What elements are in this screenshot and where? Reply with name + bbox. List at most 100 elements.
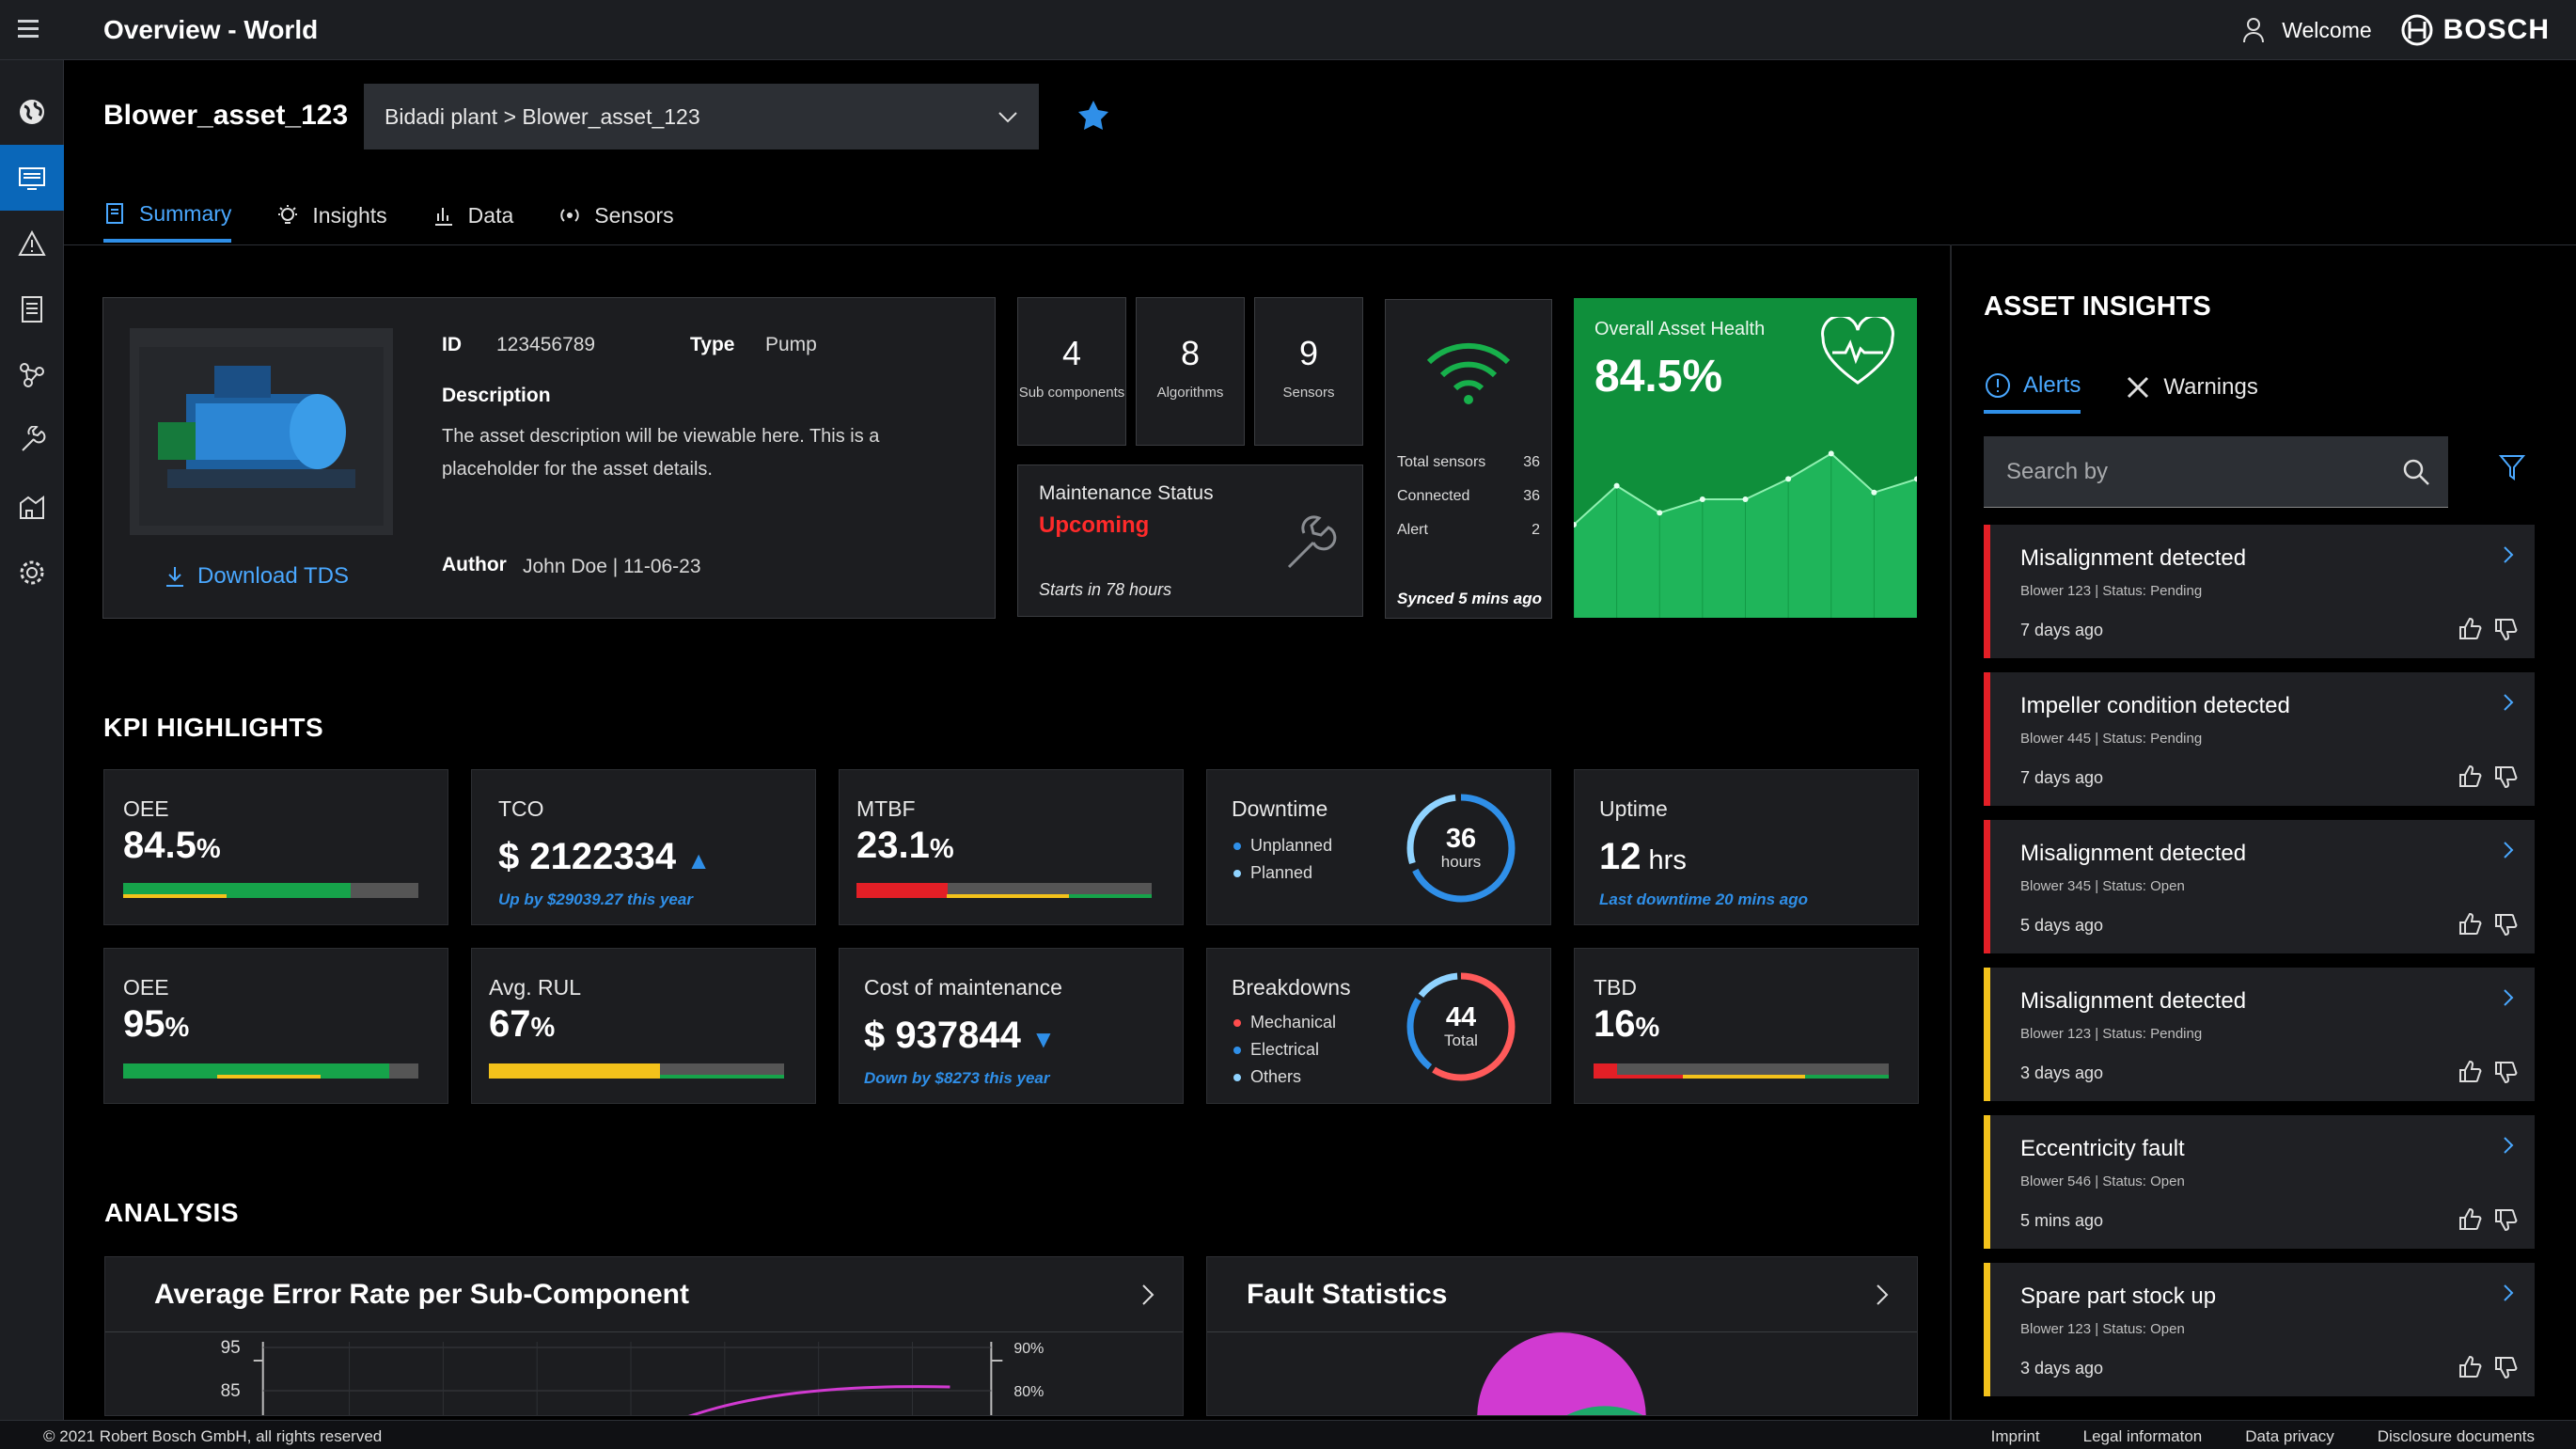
thumbs-up-icon[interactable]: [2458, 912, 2482, 937]
legend-item: Electrical: [1233, 1036, 1336, 1063]
sidebar-item-tools[interactable]: [0, 408, 64, 474]
health-point: [1828, 450, 1834, 457]
chevron-right-icon: [1877, 1284, 1889, 1305]
footer-link-disclosure[interactable]: Disclosure documents: [2377, 1427, 2535, 1445]
thumbs-up-icon[interactable]: [2458, 764, 2482, 789]
alert-card[interactable]: Spare part stock up Blower 123 | Status: …: [1984, 1263, 2535, 1396]
counter-label: Sub components: [1018, 385, 1125, 401]
bosch-logo: BOSCH: [2400, 13, 2550, 47]
alert-time: 5 days ago: [2020, 916, 2104, 935]
footer-link-legal[interactable]: Legal informaton: [2082, 1427, 2203, 1445]
thumbs-up-icon[interactable]: [2458, 1207, 2482, 1232]
breakdowns-legend: Mechanical Electrical Others: [1233, 1009, 1336, 1091]
kpi-label: TCO: [498, 796, 544, 821]
kpi-oee-card-2[interactable]: OEE 95%: [103, 948, 448, 1104]
asset-path-select[interactable]: Bidadi plant > Blower_asset_123: [364, 84, 1039, 150]
footer-link-privacy[interactable]: Data privacy: [2245, 1427, 2334, 1445]
download-icon: [166, 567, 183, 587]
chevron-right-icon[interactable]: [2497, 986, 2520, 1009]
user-icon[interactable]: [2242, 17, 2265, 43]
maintenance-status-card[interactable]: Maintenance Status Upcoming Starts in 78…: [1017, 465, 1363, 617]
threshold-tick: [123, 1075, 217, 1079]
footer-links: Imprint Legal informaton Data privacy Di…: [1991, 1427, 2535, 1446]
error-rate-chart: 95 85 90% 80%: [221, 1338, 1044, 1415]
thumbs-down-icon[interactable]: [2493, 1060, 2518, 1084]
footer-link-imprint[interactable]: Imprint: [1990, 1427, 2040, 1445]
error-rate-header[interactable]: Average Error Rate per Sub-Component: [105, 1257, 1183, 1332]
sidebar-item-globe[interactable]: [0, 79, 64, 145]
kpi-progress-bar: [489, 1063, 784, 1079]
chevron-down-icon: [998, 112, 1017, 123]
thumbs-up-icon[interactable]: [2458, 1060, 2482, 1084]
chevron-right-icon[interactable]: [2497, 543, 2520, 566]
tab-warnings[interactable]: Warnings: [2124, 361, 2258, 414]
tab-sensors[interactable]: Sensors: [558, 188, 674, 243]
sidebar-item-plant[interactable]: [0, 474, 64, 540]
summary-icon: [106, 203, 123, 224]
sidebar-item-network[interactable]: [0, 342, 64, 408]
thumbs-down-icon[interactable]: [2493, 912, 2518, 937]
menu-icon[interactable]: [13, 15, 43, 45]
sidebar-item-alerts[interactable]: [0, 211, 64, 276]
download-tds-link[interactable]: Download TDS: [164, 563, 349, 590]
kpi-value: 12 hrs: [1599, 836, 1687, 877]
threshold-tick: [217, 1075, 321, 1079]
download-tds-label: Download TDS: [197, 563, 349, 589]
kpi-maintenance-cost-card[interactable]: Cost of maintenance $ 937844 ▼ Down by $…: [839, 948, 1184, 1104]
sidebar-item-dashboard[interactable]: [0, 145, 64, 211]
kpi-value: 84.5%: [123, 825, 221, 866]
kpi-tco-card[interactable]: TCO $ 2122334 ▲ Up by $29039.27 this yea…: [471, 769, 816, 925]
asset-health-card[interactable]: Overall Asset Health 84.5%: [1574, 298, 1917, 618]
thumbs-down-icon[interactable]: [2493, 764, 2518, 789]
sensors-counter[interactable]: 9 Sensors: [1254, 297, 1363, 446]
filter-icon[interactable]: [2499, 453, 2525, 481]
thumbs-up-icon[interactable]: [2458, 617, 2482, 641]
alert-title: Eccentricity fault: [2020, 1136, 2185, 1161]
thumbs-up-icon[interactable]: [2458, 1355, 2482, 1379]
welcome-text[interactable]: Welcome: [2282, 17, 2372, 42]
alert-card[interactable]: Misalignment detected Blower 123 | Status…: [1984, 525, 2535, 658]
kpi-rul-card[interactable]: Avg. RUL 67%: [471, 948, 816, 1104]
error-rate-card: Average Error Rate per Sub-Component 95 …: [104, 1256, 1184, 1416]
alert-card[interactable]: Eccentricity fault Blower 546 | Status: O…: [1984, 1115, 2535, 1249]
threshold-tick: [123, 894, 227, 898]
alert-card[interactable]: Impeller condition detected Blower 445 | …: [1984, 672, 2535, 806]
search-box: [1984, 436, 2448, 508]
tab-insights[interactable]: Insights: [276, 188, 387, 243]
fault-statistics-card: Fault Statistics: [1206, 1256, 1918, 1416]
alert-card[interactable]: Misalignment detected Blower 345 | Status…: [1984, 820, 2535, 953]
chevron-right-icon[interactable]: [2497, 1282, 2520, 1304]
kpi-downtime-card[interactable]: Downtime Unplanned Planned 36 hours: [1206, 769, 1551, 925]
health-point: [1657, 510, 1663, 516]
kpi-value: 23.1%: [856, 825, 954, 866]
alert-title: Impeller condition detected: [2020, 693, 2290, 718]
sensor-connectivity-card[interactable]: Total sensors 36 Connected 36 Alert 2 Synce…: [1385, 299, 1552, 619]
chevron-right-icon[interactable]: [2497, 691, 2520, 714]
tab-data[interactable]: Data: [432, 188, 513, 243]
chevron-right-icon[interactable]: [2497, 1134, 2520, 1157]
fault-statistics-header[interactable]: Fault Statistics: [1207, 1257, 1917, 1332]
kpi-uptime-card[interactable]: Uptime 12 hrs Last downtime 20 mins ago: [1574, 769, 1919, 925]
kpi-oee-card[interactable]: OEE 84.5%: [103, 769, 448, 925]
legend-item: Mechanical: [1233, 1009, 1336, 1036]
arrow-down-icon: ▼: [1030, 1025, 1056, 1053]
tab-summary[interactable]: Summary: [103, 188, 232, 243]
favorite-star-icon[interactable]: [1076, 98, 1111, 134]
algorithms-counter[interactable]: 8 Algorithms: [1136, 297, 1245, 446]
alert-meta: Blower 123 | Status: Pending: [2020, 1026, 2203, 1042]
sub-components-counter[interactable]: 4 Sub components: [1017, 297, 1126, 446]
search-input[interactable]: [2006, 458, 2382, 485]
alert-card[interactable]: Misalignment detected Blower 123 | Status…: [1984, 968, 2535, 1101]
sidebar-item-settings[interactable]: [0, 540, 64, 606]
thumbs-down-icon[interactable]: [2493, 1355, 2518, 1379]
maintenance-status: Upcoming: [1039, 512, 1150, 538]
search-icon[interactable]: [2401, 457, 2431, 487]
kpi-mtbf-card[interactable]: MTBF 23.1%: [839, 769, 1184, 925]
sidebar-item-reports[interactable]: [0, 276, 64, 342]
tab-alerts[interactable]: Alerts: [1984, 361, 2081, 414]
chevron-right-icon[interactable]: [2497, 839, 2520, 861]
kpi-breakdowns-card[interactable]: Breakdowns Mechanical Electrical Others …: [1206, 948, 1551, 1104]
kpi-tbd-card[interactable]: TBD 16%: [1574, 948, 1919, 1104]
thumbs-down-icon[interactable]: [2493, 617, 2518, 641]
thumbs-down-icon[interactable]: [2493, 1207, 2518, 1232]
